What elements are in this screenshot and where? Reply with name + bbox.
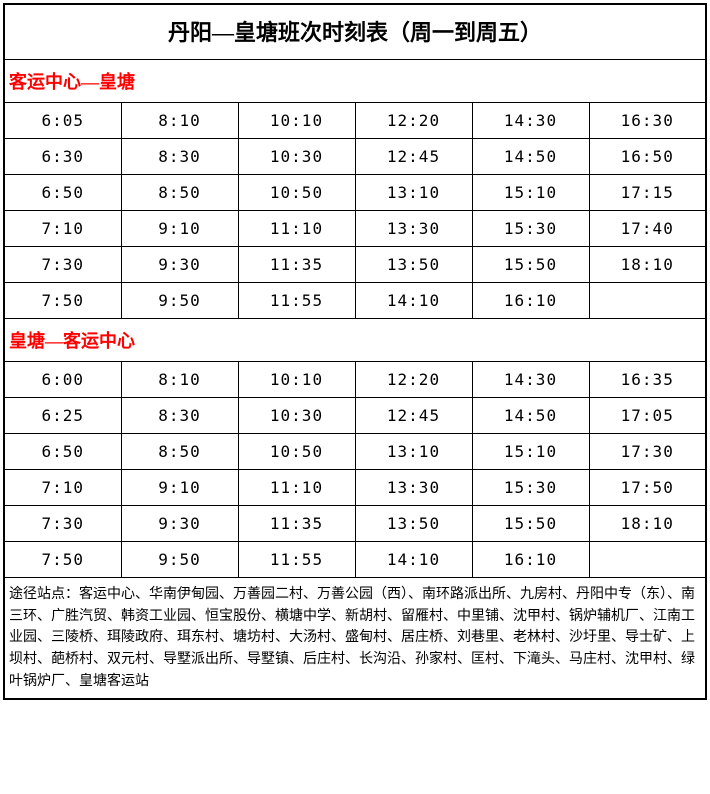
time-cell: 13:50 xyxy=(355,247,472,283)
table-row: 6:508:5010:5013:1015:1017:30 xyxy=(4,434,706,470)
time-cell: 9:30 xyxy=(121,247,238,283)
time-cell: 11:35 xyxy=(238,506,355,542)
time-cell: 11:55 xyxy=(238,542,355,578)
time-cell: 14:30 xyxy=(472,103,589,139)
time-cell: 10:10 xyxy=(238,362,355,398)
schedule-table: 丹阳—皇塘班次时刻表（周一到周五） 客运中心—皇塘 6:058:1010:101… xyxy=(3,3,707,700)
schedule-container: 丹阳—皇塘班次时刻表（周一到周五） 客运中心—皇塘 6:058:1010:101… xyxy=(0,0,710,703)
time-cell: 7:10 xyxy=(4,211,121,247)
time-cell: 17:50 xyxy=(589,470,706,506)
table-row: 7:509:5011:5514:1016:10 xyxy=(4,283,706,319)
time-cell: 10:50 xyxy=(238,175,355,211)
table-row: 6:258:3010:3012:4514:5017:05 xyxy=(4,398,706,434)
time-cell: 13:30 xyxy=(355,211,472,247)
time-cell: 15:10 xyxy=(472,434,589,470)
page-title: 丹阳—皇塘班次时刻表（周一到周五） xyxy=(4,4,706,60)
time-cell: 8:10 xyxy=(121,103,238,139)
time-cell: 12:20 xyxy=(355,362,472,398)
time-cell: 9:10 xyxy=(121,211,238,247)
time-cell: 6:30 xyxy=(4,139,121,175)
time-cell: 11:10 xyxy=(238,470,355,506)
table-row: 7:309:3011:3513:5015:5018:10 xyxy=(4,247,706,283)
time-cell: 17:15 xyxy=(589,175,706,211)
time-cell: 14:10 xyxy=(355,283,472,319)
time-cell: 16:10 xyxy=(472,283,589,319)
time-cell: 11:55 xyxy=(238,283,355,319)
time-cell: 15:30 xyxy=(472,211,589,247)
time-cell xyxy=(589,283,706,319)
time-cell: 6:05 xyxy=(4,103,121,139)
time-cell: 15:50 xyxy=(472,247,589,283)
time-cell: 15:30 xyxy=(472,470,589,506)
time-cell: 7:30 xyxy=(4,247,121,283)
time-cell: 16:35 xyxy=(589,362,706,398)
time-cell: 6:50 xyxy=(4,434,121,470)
time-cell: 7:30 xyxy=(4,506,121,542)
time-cell: 15:50 xyxy=(472,506,589,542)
time-cell: 13:10 xyxy=(355,434,472,470)
table-row: 6:508:5010:5013:1015:1017:15 xyxy=(4,175,706,211)
time-cell: 14:30 xyxy=(472,362,589,398)
time-cell: 9:50 xyxy=(121,542,238,578)
time-cell: 9:50 xyxy=(121,283,238,319)
stops-footer: 途径站点：客运中心、华南伊甸园、万善园二村、万善公园（西）、南环路派出所、九房村… xyxy=(4,578,706,700)
time-cell: 10:30 xyxy=(238,398,355,434)
time-cell: 18:10 xyxy=(589,247,706,283)
table-row: 6:058:1010:1012:2014:3016:30 xyxy=(4,103,706,139)
time-cell: 7:50 xyxy=(4,283,121,319)
time-cell: 18:10 xyxy=(589,506,706,542)
time-cell: 8:30 xyxy=(121,139,238,175)
time-cell: 14:50 xyxy=(472,398,589,434)
time-cell: 8:50 xyxy=(121,434,238,470)
time-cell: 16:50 xyxy=(589,139,706,175)
time-cell: 17:05 xyxy=(589,398,706,434)
time-cell: 17:30 xyxy=(589,434,706,470)
table-row: 6:008:1010:1012:2014:3016:35 xyxy=(4,362,706,398)
time-cell: 17:40 xyxy=(589,211,706,247)
time-cell: 16:30 xyxy=(589,103,706,139)
time-cell: 13:50 xyxy=(355,506,472,542)
time-cell: 7:50 xyxy=(4,542,121,578)
section-header-2: 皇塘—客运中心 xyxy=(4,319,706,362)
time-cell: 6:50 xyxy=(4,175,121,211)
time-cell: 11:10 xyxy=(238,211,355,247)
time-cell: 11:35 xyxy=(238,247,355,283)
table-row: 6:308:3010:3012:4514:5016:50 xyxy=(4,139,706,175)
time-cell: 12:45 xyxy=(355,139,472,175)
table-row: 7:109:1011:1013:3015:3017:40 xyxy=(4,211,706,247)
time-cell: 10:10 xyxy=(238,103,355,139)
time-cell: 6:00 xyxy=(4,362,121,398)
time-cell xyxy=(589,542,706,578)
time-cell: 14:10 xyxy=(355,542,472,578)
time-cell: 13:10 xyxy=(355,175,472,211)
table-row: 7:109:1011:1013:3015:3017:50 xyxy=(4,470,706,506)
time-cell: 14:50 xyxy=(472,139,589,175)
time-cell: 6:25 xyxy=(4,398,121,434)
time-cell: 16:10 xyxy=(472,542,589,578)
time-cell: 9:10 xyxy=(121,470,238,506)
time-cell: 12:20 xyxy=(355,103,472,139)
time-cell: 8:30 xyxy=(121,398,238,434)
time-cell: 9:30 xyxy=(121,506,238,542)
time-cell: 8:10 xyxy=(121,362,238,398)
time-cell: 7:10 xyxy=(4,470,121,506)
time-cell: 13:30 xyxy=(355,470,472,506)
table-row: 7:509:5011:5514:1016:10 xyxy=(4,542,706,578)
time-cell: 12:45 xyxy=(355,398,472,434)
time-cell: 10:50 xyxy=(238,434,355,470)
section-header-1: 客运中心—皇塘 xyxy=(4,60,706,103)
time-cell: 8:50 xyxy=(121,175,238,211)
time-cell: 15:10 xyxy=(472,175,589,211)
table-row: 7:309:3011:3513:5015:5018:10 xyxy=(4,506,706,542)
time-cell: 10:30 xyxy=(238,139,355,175)
